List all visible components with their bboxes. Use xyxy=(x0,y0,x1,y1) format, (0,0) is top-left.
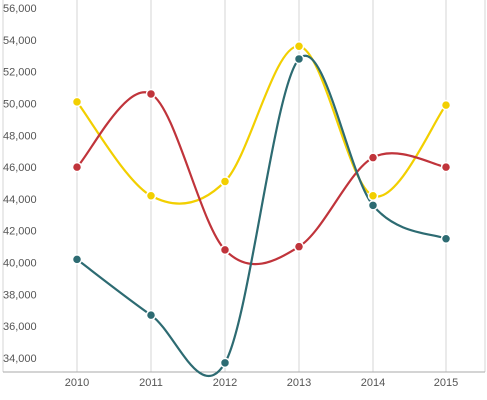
x-axis-ticks: 2010 2011 2012 2013 2014 2015 xyxy=(65,377,458,389)
grid-lines xyxy=(2,0,486,372)
y-tick-label: 40,000 xyxy=(3,258,37,270)
x-tick-label: 2015 xyxy=(434,377,458,389)
y-tick-label: 52,000 xyxy=(3,67,37,79)
y-tick-label: 48,000 xyxy=(3,130,37,142)
x-tick-label: 2014 xyxy=(361,377,385,389)
data-point[interactable] xyxy=(219,244,231,256)
data-point[interactable] xyxy=(71,254,83,265)
data-point[interactable] xyxy=(145,309,157,321)
y-axis-ticks: 34,000 36,000 38,000 40,000 42,000 44,000 46,0… xyxy=(3,3,37,365)
data-point[interactable] xyxy=(293,40,305,52)
x-tick-label: 2012 xyxy=(213,377,237,389)
y-tick-label: 36,000 xyxy=(3,321,37,333)
data-point[interactable] xyxy=(293,53,305,65)
data-point[interactable] xyxy=(293,241,305,252)
y-tick-label: 34,000 xyxy=(3,353,37,365)
y-tick-label: 42,000 xyxy=(3,226,37,238)
data-point[interactable] xyxy=(367,200,379,211)
data-point[interactable] xyxy=(219,176,231,187)
data-point[interactable] xyxy=(145,190,157,202)
y-tick-label: 44,000 xyxy=(3,194,37,206)
data-point[interactable] xyxy=(145,88,157,100)
data-point[interactable] xyxy=(71,96,83,108)
y-tick-label: 54,000 xyxy=(3,35,37,47)
y-tick-label: 50,000 xyxy=(3,98,37,110)
data-point[interactable] xyxy=(71,161,83,173)
y-tick-label: 46,000 xyxy=(3,162,37,174)
data-point[interactable] xyxy=(440,233,452,244)
y-tick-label: 56,000 xyxy=(3,3,37,15)
data-point[interactable] xyxy=(367,152,379,163)
data-point[interactable] xyxy=(219,357,231,369)
x-tick-label: 2011 xyxy=(139,377,163,389)
series-points xyxy=(71,40,452,369)
y-tick-label: 38,000 xyxy=(3,289,37,301)
data-point[interactable] xyxy=(367,190,379,202)
data-point[interactable] xyxy=(440,161,452,173)
series-line xyxy=(76,45,447,205)
data-point[interactable] xyxy=(440,99,452,111)
x-tick-label: 2010 xyxy=(65,377,89,389)
x-tick-label: 2013 xyxy=(287,377,311,389)
series-lines xyxy=(76,45,447,378)
